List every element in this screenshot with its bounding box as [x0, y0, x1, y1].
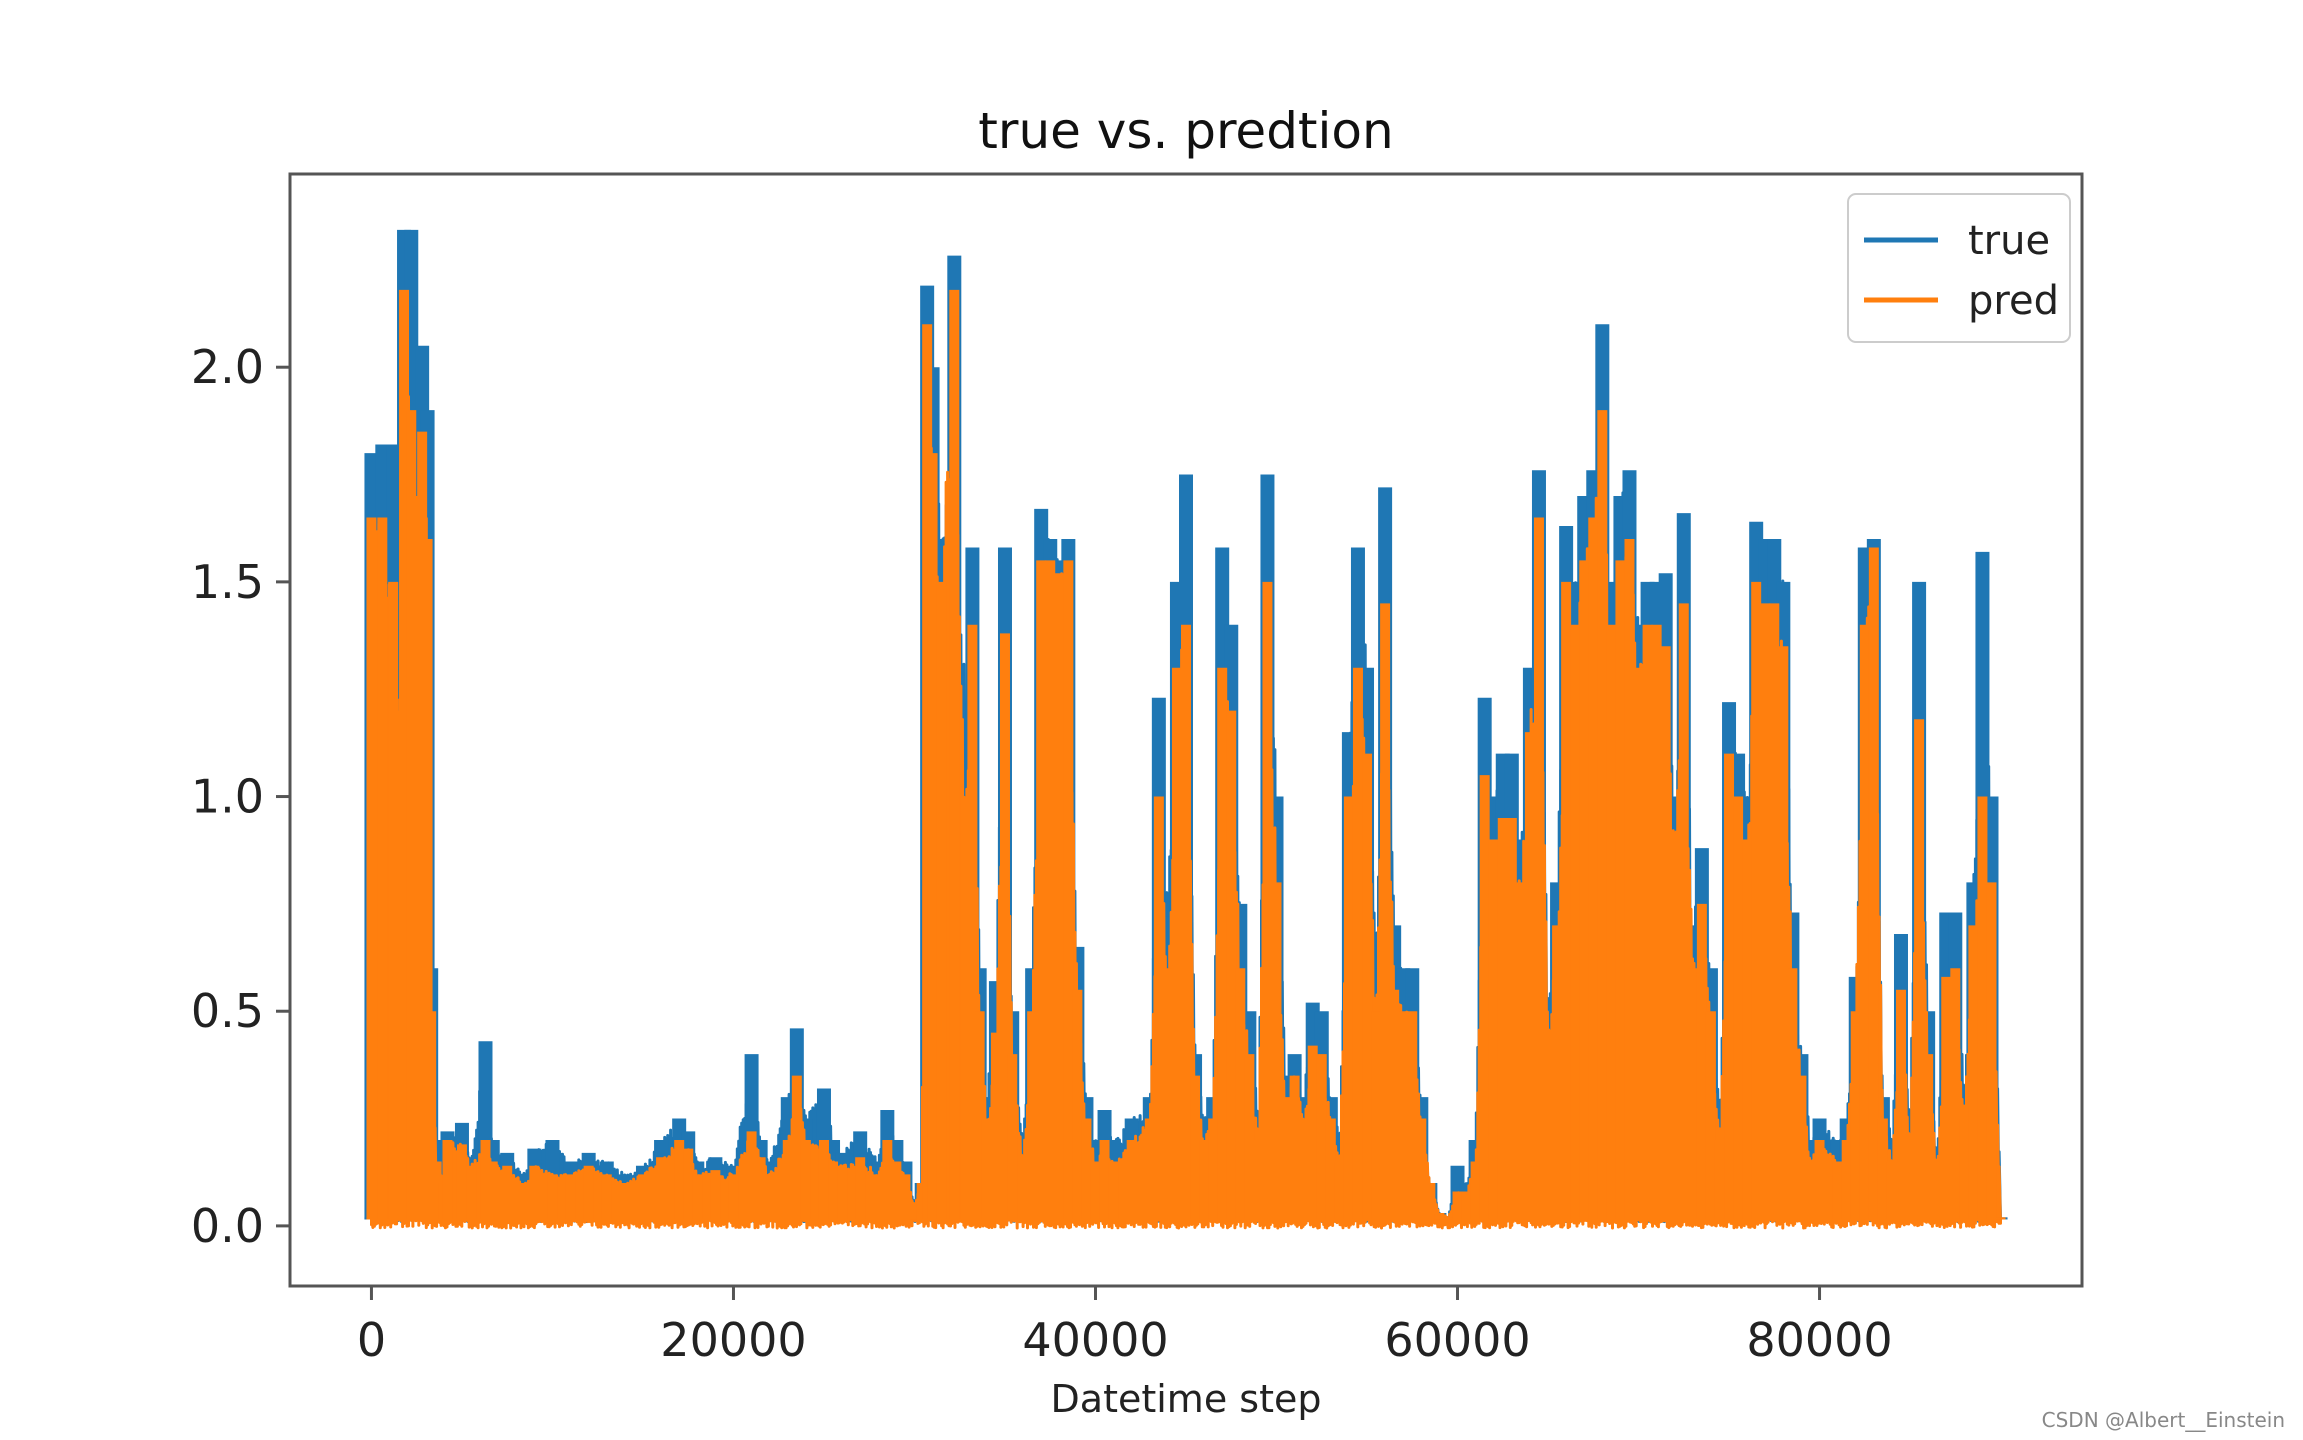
legend: true pred	[1847, 193, 2071, 343]
x-tick-label: 40000	[1022, 1313, 1168, 1367]
y-axis: 0.0 0.5 1.0 1.5 2.0	[191, 340, 290, 1253]
legend-box	[1847, 193, 2071, 343]
y-tick-label: 0.0	[191, 1199, 264, 1253]
chart-title: true vs. predtion	[978, 102, 1393, 160]
x-axis-title: Datetime step	[1051, 1377, 1322, 1421]
series-layer	[364, 229, 2008, 1230]
y-tick-label: 0.5	[191, 984, 264, 1038]
watermark-text: CSDN @Albert__Einstein	[2041, 1408, 2285, 1432]
y-tick-label: 1.0	[191, 770, 264, 824]
y-tick-label: 2.0	[191, 340, 264, 394]
x-tick-label: 80000	[1746, 1313, 1892, 1367]
y-tick-label: 1.5	[191, 555, 264, 609]
x-tick-label: 0	[357, 1313, 386, 1367]
x-axis: 0 20000 40000 60000 80000	[357, 1286, 1893, 1367]
x-tick-label: 20000	[660, 1313, 806, 1367]
plot-frame	[288, 172, 2084, 1288]
legend-label-pred: pred	[1968, 278, 2059, 324]
x-tick-label: 60000	[1384, 1313, 1530, 1367]
legend-label-true: true	[1968, 218, 2050, 264]
